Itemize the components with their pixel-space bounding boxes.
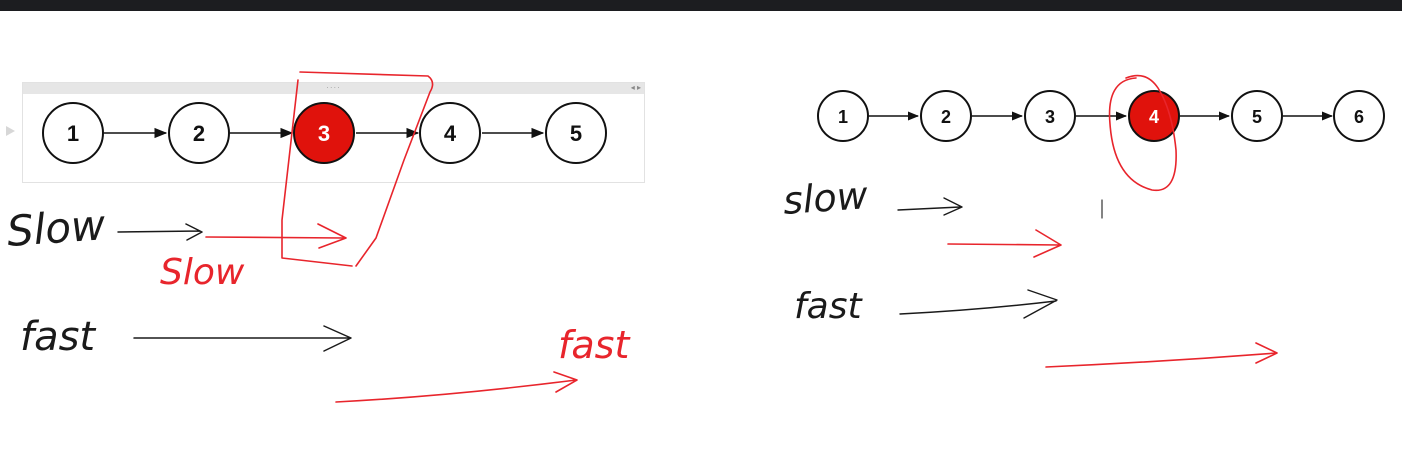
fast-label-red: fast: [558, 323, 631, 367]
right-fast-label-black: fast: [794, 286, 863, 327]
right-slow-label-black: slow: [782, 173, 870, 223]
right-fast-arrow-black: [899, 289, 1058, 319]
red-bracket-stroke: [281, 71, 434, 267]
fast-arrow-black: [133, 325, 352, 352]
svg-text:2: 2: [941, 107, 951, 127]
svg-text:1: 1: [838, 107, 848, 127]
left-node-1: 1: [42, 102, 104, 164]
right-node-3: 3: [1024, 90, 1076, 142]
collapse-arrows-icon[interactable]: ◂ ▸: [630, 83, 641, 92]
right-node-6: 6: [1333, 90, 1385, 142]
right-slow-arrow-red: [947, 229, 1062, 258]
svg-text:2: 2: [193, 121, 205, 146]
right-slow-arrow-black: [897, 197, 963, 216]
right-linked-list: 1 2 3 4 5 6: [817, 90, 1385, 142]
fast-arrow-red: [335, 371, 578, 403]
svg-text:6: 6: [1354, 107, 1364, 127]
right-fast-arrow-red: [1045, 342, 1278, 368]
left-node-3-highlighted: 3: [293, 102, 355, 164]
left-node-2: 2: [168, 102, 230, 164]
left-node-4: 4: [419, 102, 481, 164]
right-node-5: 5: [1231, 90, 1283, 142]
slow-arrow-black: [117, 223, 203, 241]
left-node-5: 5: [545, 102, 607, 164]
svg-text:5: 5: [570, 121, 582, 146]
left-linked-list: 1 2 3 4 5: [42, 102, 607, 164]
red-loop-around-node-4: [1108, 74, 1177, 192]
fast-label-black: fast: [20, 314, 96, 360]
svg-text:4: 4: [1149, 107, 1159, 127]
right-node-4-highlighted: 4: [1128, 90, 1180, 142]
right-node-2: 2: [920, 90, 972, 142]
svg-text:1: 1: [67, 121, 79, 146]
right-annotations: [897, 74, 1278, 368]
svg-text:5: 5: [1252, 107, 1262, 127]
slow-label-black: Slow: [5, 200, 107, 256]
slow-label-red: Slow: [160, 252, 245, 293]
slow-arrow-red: [205, 223, 347, 249]
right-node-1: 1: [817, 90, 869, 142]
svg-text:3: 3: [1045, 107, 1055, 127]
embed-header-bar[interactable]: ···· ◂ ▸: [23, 83, 644, 94]
svg-text:4: 4: [444, 121, 457, 146]
svg-text:3: 3: [318, 121, 330, 146]
drag-handle-icon[interactable]: ····: [326, 83, 341, 92]
top-bar: [0, 0, 1402, 11]
left-annotations: [117, 71, 578, 403]
side-marker-icon: [6, 126, 15, 136]
